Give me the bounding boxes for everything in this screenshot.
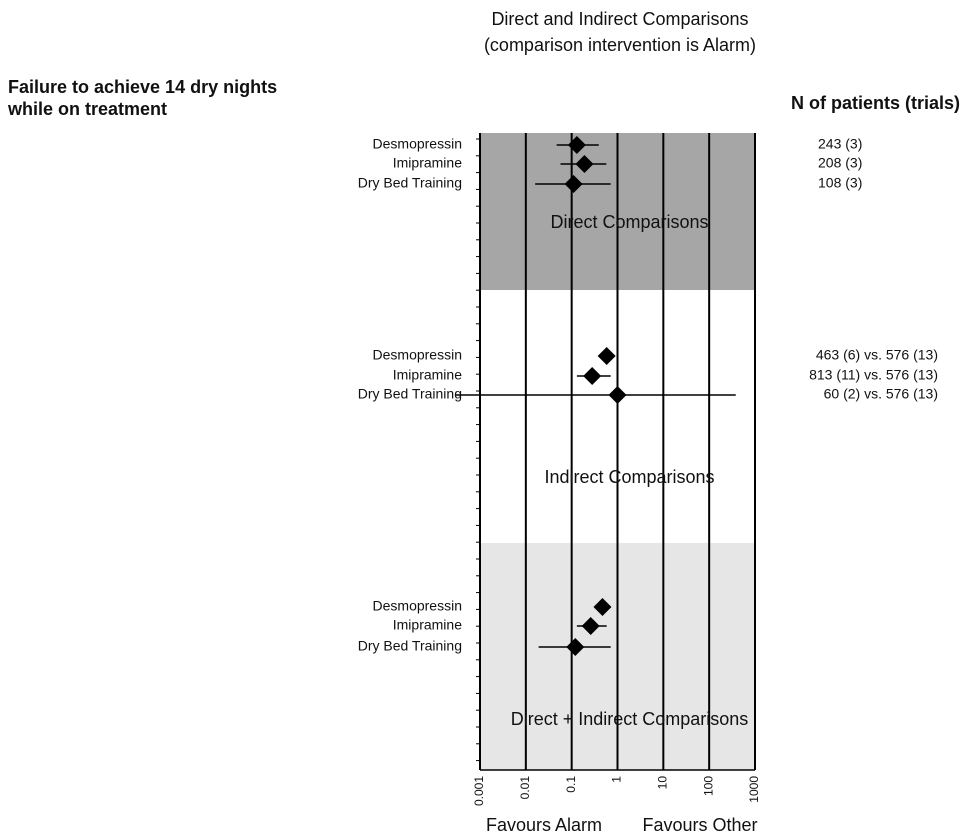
estimate-diamond xyxy=(593,598,612,616)
panel-label: Indirect Comparisons xyxy=(544,467,714,487)
estimate-diamond xyxy=(564,175,583,193)
n-label: 208 (3) xyxy=(818,155,862,171)
row-label: Desmopressin xyxy=(373,347,462,363)
x-tick-label: 100 xyxy=(701,776,715,796)
estimate-diamond xyxy=(575,155,594,173)
x-tick-label: 0.1 xyxy=(564,776,578,793)
row-label: Dry Bed Training xyxy=(358,386,462,402)
n-label: 60 (2) vs. 576 (13) xyxy=(824,386,938,402)
estimate-diamond xyxy=(566,638,585,656)
panel-label: Direct Comparisons xyxy=(550,212,708,232)
estimate-diamond xyxy=(597,347,616,365)
estimate-diamond xyxy=(608,386,627,404)
row-label: Imipramine xyxy=(393,155,462,171)
x-tick-label: 1 xyxy=(610,776,624,783)
chart-title: Direct and Indirect Comparisons xyxy=(491,9,748,29)
row-label: Desmopressin xyxy=(373,136,462,152)
n-heading: N of patients (trials) xyxy=(791,93,960,113)
row-label: Dry Bed Training xyxy=(358,638,462,654)
row-heading: Failure to achieve 14 dry nights while o… xyxy=(8,77,278,119)
x-tick-label: 0.01 xyxy=(518,776,532,800)
x-label-left: Favours Alarm xyxy=(486,815,602,835)
n-label: 463 (6) vs. 576 (13) xyxy=(816,347,938,363)
row-label: Desmopressin xyxy=(373,598,462,614)
chart-subtitle: (comparison intervention is Alarm) xyxy=(484,35,756,55)
x-tick-label: 0.001 xyxy=(472,776,486,806)
row-label: Imipramine xyxy=(393,617,462,633)
n-label: 243 (3) xyxy=(818,136,862,152)
n-label: 108 (3) xyxy=(818,175,862,191)
panel-label: Direct + Indirect Comparisons xyxy=(511,709,749,729)
x-label-right: Favours Other xyxy=(642,815,757,835)
x-tick-label: 1000 xyxy=(747,776,761,803)
estimate-diamond xyxy=(583,367,602,385)
estimate-diamond xyxy=(567,136,586,154)
row-label: Imipramine xyxy=(393,367,462,383)
x-tick-label: 10 xyxy=(656,776,670,790)
estimate-diamond xyxy=(581,617,600,635)
row-label: Dry Bed Training xyxy=(358,175,462,191)
n-label: 813 (11) vs. 576 (13) xyxy=(809,367,938,383)
